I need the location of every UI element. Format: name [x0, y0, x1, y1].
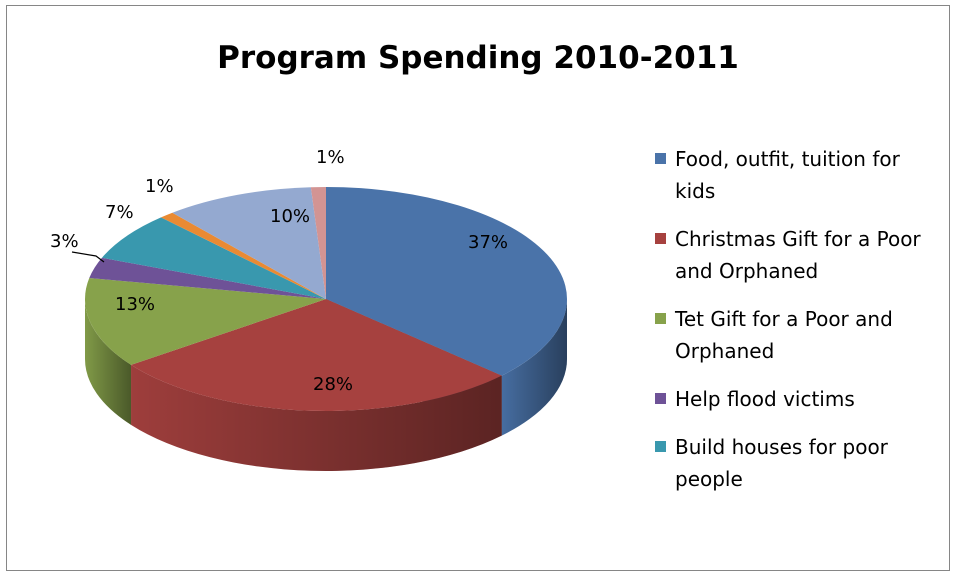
data-label-flood: 3%	[50, 231, 79, 252]
legend-swatch-tet	[655, 313, 666, 324]
data-label-food: 37%	[468, 232, 508, 253]
legend-label-houses: Build houses for poor people	[675, 435, 888, 491]
legend-swatch-flood	[655, 393, 666, 404]
pie-side-shade-food	[501, 299, 567, 436]
pie-side-shade-tet	[85, 299, 132, 425]
legend-label-flood: Help flood victims	[675, 387, 855, 411]
pie-slice-lightblue	[172, 187, 326, 299]
pie-slice-flood	[89, 257, 327, 299]
data-label-lightblue: 10%	[270, 206, 310, 227]
legend-item-food: Food, outfit, tuition for kids	[655, 143, 945, 207]
data-label-orange: 1%	[145, 176, 174, 197]
pie-slice-orange	[161, 212, 326, 299]
pie-slice-pink	[310, 187, 326, 299]
legend-item-houses: Build houses for poor people	[655, 431, 945, 495]
legend-swatch-food	[655, 153, 666, 164]
legend-label-food: Food, outfit, tuition for kids	[675, 147, 900, 203]
legend-swatch-christmas	[655, 233, 666, 244]
legend-swatch-houses	[655, 441, 666, 452]
legend-label-christmas: Christmas Gift for a Poor and Orphaned	[675, 227, 921, 283]
data-label-tet: 13%	[115, 294, 155, 315]
pie-slice-tet	[85, 278, 327, 365]
legend-item-tet: Tet Gift for a Poor and Orphaned	[655, 303, 945, 367]
legend-item-christmas: Christmas Gift for a Poor and Orphaned	[655, 223, 945, 287]
pie-slice-houses	[101, 217, 327, 299]
pie-slice-christmas	[131, 299, 502, 411]
data-label-pink: 1%	[316, 147, 345, 168]
chart-title: Program Spending 2010-2011	[217, 40, 739, 76]
legend: Food, outfit, tuition for kids Christmas…	[655, 143, 945, 511]
legend-label-tet: Tet Gift for a Poor and Orphaned	[675, 307, 893, 363]
legend-item-flood: Help flood victims	[655, 383, 945, 415]
data-label-houses: 7%	[105, 202, 134, 223]
pie-slice-food	[326, 187, 567, 376]
pie-side-shade-christmas	[131, 364, 502, 472]
data-label-christmas: 28%	[313, 374, 353, 395]
leader-line-help-flood	[71, 251, 105, 263]
